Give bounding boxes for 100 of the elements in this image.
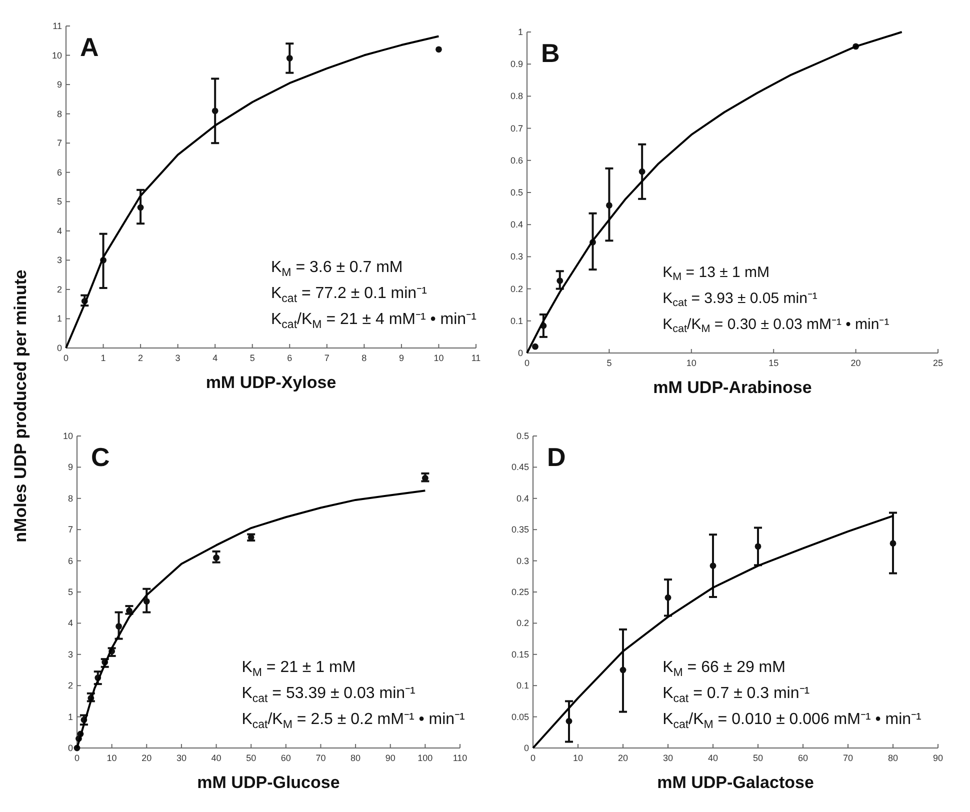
annotation: K$_{M}$ = 13 ± 1 mM	[662, 264, 770, 284]
chart-title: D	[547, 442, 566, 472]
x-axis-title: mM UDP-Galactose	[657, 773, 814, 792]
point	[556, 278, 564, 284]
y-tick-label: 0.8	[510, 91, 523, 102]
point	[638, 168, 646, 175]
y-tick-label: 0.45	[511, 462, 529, 472]
y-tick-label: 5	[68, 587, 73, 597]
chart-title: C	[91, 442, 110, 472]
x-tick-label: 90	[385, 753, 396, 763]
x-tick-label: 3	[175, 353, 180, 363]
x-tick-label: 2	[138, 353, 144, 363]
y-tick-label: 3	[68, 649, 73, 660]
y-tick-label: 0.1	[516, 680, 529, 691]
x-tick-label: 20	[850, 358, 861, 368]
x-axis-title: mM UDP-Xylose	[206, 373, 336, 392]
x-tick-label: 25	[932, 358, 944, 368]
annotation: K$_{cat}$/K$_{M}$ = 21 ± 4 mM⁻¹ • min⁻¹	[271, 311, 476, 331]
x-tick-label: 11	[471, 353, 481, 363]
point	[710, 562, 716, 569]
x-tick-label: 50	[752, 753, 764, 763]
x-tick-label: 100	[418, 753, 433, 763]
x-tick-label: 70	[842, 753, 854, 763]
y-tick-label: 2	[68, 680, 73, 691]
point	[213, 554, 220, 561]
y-tick-label: 0.15	[511, 649, 529, 660]
point	[137, 204, 144, 211]
point	[664, 594, 672, 601]
y-tick-label: 1	[68, 712, 73, 722]
y-tick-label: 5	[56, 196, 62, 207]
y-tick-label: 0.2	[516, 618, 529, 628]
x-tick-label: 10	[106, 753, 117, 763]
x-tick-label: 30	[176, 753, 186, 763]
x-axis-title: mM UDP-Arabinose	[653, 378, 812, 397]
line-series	[65, 35, 440, 349]
y-tick-label: 0.25	[511, 587, 529, 597]
y-tick-label: 3	[56, 255, 62, 266]
x-tick-label: 70	[316, 753, 326, 763]
y-tick-label: 0.7	[510, 123, 523, 134]
chart-title: A	[80, 32, 99, 62]
x-tick-label: 15	[768, 358, 779, 368]
y-tick-label: 8	[68, 493, 73, 504]
annotation: K$_{cat}$ = 3.93 ± 0.05 min⁻¹	[662, 290, 818, 310]
annotation: K$_{M}$ = 3.6 ± 0.7 mM	[271, 259, 403, 279]
y-tick-label: 7	[68, 524, 73, 535]
point	[566, 718, 572, 724]
x-tick-label: 1	[100, 353, 106, 363]
point	[143, 598, 150, 605]
x-tick-label: 10	[434, 353, 444, 363]
y-tick-label: 0.3	[510, 252, 523, 262]
x-tick-label: 6	[287, 353, 292, 363]
y-tick-label: 6	[68, 556, 73, 566]
y-tick-label: 8	[56, 108, 62, 119]
x-tick-label: 50	[246, 753, 256, 763]
y-tick-label: 0	[68, 743, 73, 753]
x-tick-label: 90	[932, 753, 944, 763]
annotation: K$_{cat}$ = 0.7 ± 0.3 min⁻¹	[662, 685, 810, 705]
x-tick-label: 20	[142, 753, 152, 763]
x-tick-label: 60	[280, 753, 291, 763]
y-tick-label: 0.9	[510, 59, 523, 70]
x-tick-label: 60	[798, 753, 808, 763]
annotation: K$_{cat}$/K$_{M}$ = 0.30 ± 0.03 mM⁻¹ • min⁻¹	[662, 316, 890, 336]
point	[606, 202, 612, 209]
y-axis-title: nMoles UDP produced per minute	[11, 270, 30, 542]
y-tick-label: 0.4	[510, 220, 523, 230]
point	[436, 46, 442, 53]
y-tick-label: 1	[56, 314, 62, 324]
y-tick-label: 1	[518, 27, 523, 37]
y-tick-label: 0.5	[510, 188, 523, 198]
x-tick-label: 7	[324, 353, 330, 363]
y-tick-label: 7	[56, 138, 62, 148]
chart-title: B	[541, 38, 560, 68]
y-tick-label: 4	[68, 618, 73, 628]
annotation: K$_{cat}$/K$_{M}$ = 0.010 ± 0.006 mM⁻¹ • min⁻¹	[662, 711, 922, 731]
annotation: K$_{cat}$ = 77.2 ± 0.1 min⁻¹	[271, 285, 427, 305]
x-tick-label: 40	[211, 753, 222, 763]
y-tick-label: 0.5	[516, 431, 529, 441]
y-tick-label: 0.1	[510, 316, 523, 326]
y-tick-label: 10	[52, 50, 62, 60]
y-tick-label: 0.2	[510, 284, 523, 294]
x-tick-label: 5	[250, 353, 255, 363]
x-tick-label: 5	[606, 358, 612, 368]
point	[754, 543, 762, 550]
point	[248, 534, 254, 541]
point	[422, 474, 428, 482]
y-tick-label: 6	[56, 167, 62, 178]
x-tick-label: 110	[452, 753, 468, 763]
x-axis-title: mM UDP-Glucose	[197, 773, 340, 792]
y-tick-label: 0	[524, 743, 529, 753]
point	[286, 55, 293, 62]
x-tick-label: 20	[618, 753, 628, 763]
y-tick-label: 4	[56, 226, 62, 236]
y-tick-label: 9	[68, 462, 73, 472]
y-tick-label: 0	[56, 343, 62, 353]
x-tick-label: 30	[662, 753, 674, 763]
x-tick-label: 10	[686, 358, 696, 368]
annotation: K$_{M}$ = 21 ± 1 mM	[242, 659, 356, 679]
y-tick-label: 0.35	[511, 524, 529, 535]
y-tick-label: 11	[52, 21, 62, 31]
point	[890, 540, 896, 547]
